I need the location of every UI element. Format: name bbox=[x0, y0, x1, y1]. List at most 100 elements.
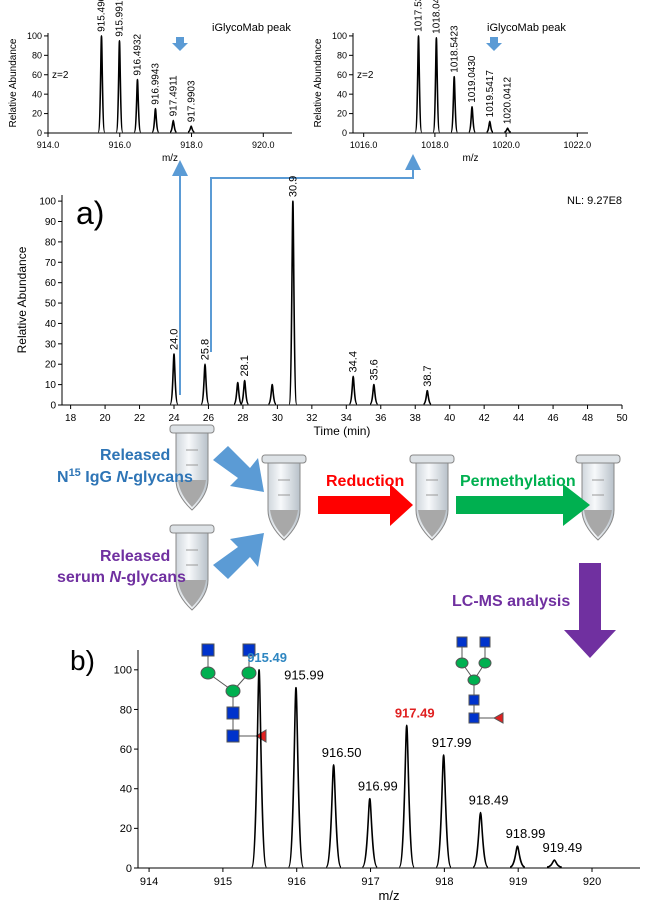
peak-label: 1018.0416 bbox=[432, 0, 443, 34]
annotation: NL: 9.27E8 bbox=[567, 195, 622, 207]
peak-label: 918.99 bbox=[506, 826, 546, 841]
y-tick-label: 100 bbox=[27, 31, 42, 41]
y-tick-label: 20 bbox=[337, 109, 347, 119]
peak bbox=[432, 37, 441, 133]
annotation: z=2 bbox=[357, 70, 374, 81]
peak bbox=[325, 764, 342, 868]
peak bbox=[348, 375, 358, 405]
y-tick-label: 0 bbox=[50, 401, 56, 412]
x-tick-label: 46 bbox=[548, 413, 560, 424]
y-tick-label: 0 bbox=[126, 863, 132, 875]
peak bbox=[472, 811, 489, 868]
peak bbox=[267, 383, 277, 405]
workflow-label: Released bbox=[100, 548, 170, 565]
annotation: iGlycoMab peak bbox=[487, 22, 566, 34]
peak-label: 915.99 bbox=[284, 668, 324, 683]
x-tick-label: 920 bbox=[583, 876, 601, 888]
x-axis-title: Time (min) bbox=[314, 424, 371, 438]
workflow-step: Reduction bbox=[326, 473, 404, 490]
workflow-label: Released bbox=[100, 447, 170, 464]
chart: 0 20 40 60 80 100 914 915 916 917 918 919 920 m/z b) 91… bbox=[70, 645, 640, 903]
peak bbox=[250, 669, 268, 868]
y-tick-label: 40 bbox=[32, 89, 42, 99]
peak-label: 917.9903 bbox=[186, 80, 197, 122]
y-tick-label: 0 bbox=[342, 128, 347, 138]
x-tick-label: 18 bbox=[65, 413, 77, 424]
y-tick-label: 80 bbox=[120, 704, 132, 716]
x-tick-label: 44 bbox=[513, 413, 525, 424]
y-tick-label: 20 bbox=[45, 360, 57, 371]
peak bbox=[97, 35, 106, 133]
tube bbox=[575, 454, 621, 541]
x-tick-label: 916.0 bbox=[108, 140, 131, 150]
x-tick-label: 1022.0 bbox=[564, 140, 592, 150]
x-tick-label: 48 bbox=[582, 413, 594, 424]
y-tick-label: 0 bbox=[37, 128, 42, 138]
x-tick-label: 918.0 bbox=[180, 140, 203, 150]
peak bbox=[240, 379, 250, 405]
y-tick-label: 80 bbox=[45, 237, 57, 248]
peak-label: 1020.0412 bbox=[503, 76, 514, 124]
x-tick-label: 914 bbox=[140, 876, 158, 888]
y-axis-title: Relative Abundance bbox=[8, 38, 19, 127]
annotation: a) bbox=[76, 195, 104, 231]
connector bbox=[172, 154, 421, 395]
y-tick-label: 60 bbox=[32, 70, 42, 80]
peak bbox=[414, 35, 423, 133]
y-axis-title: Relative Abundance bbox=[15, 246, 29, 353]
peak-label: 1019.0430 bbox=[467, 55, 478, 103]
x-tick-label: 26 bbox=[203, 413, 215, 424]
peak bbox=[468, 105, 477, 133]
peak-label: 918.49 bbox=[469, 793, 509, 808]
y-tick-label: 70 bbox=[45, 258, 57, 269]
peak bbox=[115, 39, 124, 133]
y-tick-label: 100 bbox=[114, 665, 132, 677]
charts: 0 20 40 60 80 100 914.0 916.0 918.0 920.0 m/z Relat… bbox=[8, 0, 640, 903]
chart: 0 10 20 30 40 50 60 70 80 90 100 18 20 22 24 26 28 30 32 34… bbox=[15, 176, 628, 438]
x-tick-label: 40 bbox=[444, 413, 456, 424]
peak-label: 919.49 bbox=[542, 840, 582, 855]
x-tick-label: 920.0 bbox=[252, 140, 275, 150]
peak-label: 28.1 bbox=[239, 355, 251, 376]
workflow-label: serum N-glycans bbox=[57, 569, 186, 586]
x-tick-label: 914.0 bbox=[37, 140, 60, 150]
y-tick-label: 100 bbox=[332, 31, 347, 41]
peak bbox=[504, 127, 511, 133]
peak-label: 25.8 bbox=[200, 339, 212, 360]
peak bbox=[450, 75, 459, 133]
peak-label: 917.4911 bbox=[168, 75, 179, 116]
y-tick-label: 40 bbox=[337, 89, 347, 99]
arrow bbox=[564, 563, 616, 658]
chart: 0 20 40 60 80 100 914.0 916.0 918.0 920.0 m/z Relat… bbox=[8, 0, 292, 164]
peak-label: 34.4 bbox=[348, 351, 360, 372]
peak bbox=[233, 381, 243, 405]
x-tick-label: 916 bbox=[288, 876, 306, 888]
peak-label: 917.99 bbox=[432, 735, 472, 750]
workflow-label: N15 IgG N-glycans bbox=[57, 467, 193, 486]
peak bbox=[151, 107, 160, 133]
peak bbox=[200, 363, 210, 405]
y-tick-label: 30 bbox=[45, 339, 57, 350]
y-tick-label: 60 bbox=[337, 70, 347, 80]
x-tick-label: 1018.0 bbox=[421, 140, 449, 150]
y-tick-label: 60 bbox=[120, 744, 132, 756]
annotation: z=2 bbox=[52, 70, 69, 81]
peak bbox=[398, 724, 415, 868]
arrow bbox=[456, 484, 590, 526]
peak bbox=[133, 78, 142, 133]
peak bbox=[509, 845, 526, 868]
x-tick-label: 1020.0 bbox=[492, 140, 520, 150]
annotation: b) bbox=[70, 645, 95, 676]
y-tick-label: 100 bbox=[39, 197, 56, 208]
workflow-step: Permethylation bbox=[460, 473, 576, 490]
arrow bbox=[213, 446, 264, 492]
x-axis-title: m/z bbox=[162, 153, 178, 164]
x-tick-label: 34 bbox=[341, 413, 353, 424]
y-tick-label: 60 bbox=[45, 278, 57, 289]
x-tick-label: 918 bbox=[435, 876, 453, 888]
peak-label: 1017.5397 bbox=[414, 0, 425, 32]
peak-label: 916.4932 bbox=[133, 33, 144, 75]
workflow-step: LC-MS analysis bbox=[452, 593, 570, 610]
peak bbox=[435, 754, 452, 868]
